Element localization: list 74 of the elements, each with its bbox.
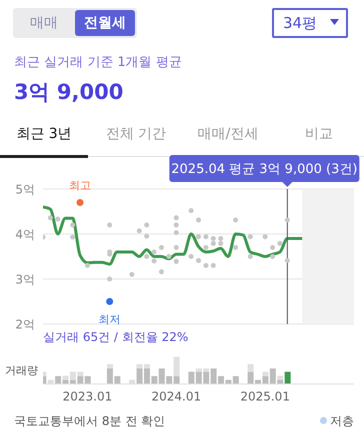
point [248, 234, 253, 240]
point [203, 245, 208, 250]
ref-line-label: 2025.04 평균 3억 9,000 (3건) [171, 162, 358, 177]
x-tick-label: 2024.01 [151, 390, 202, 404]
annotation: 최저 [98, 312, 121, 326]
chart-subtitle: 3억 9,000 [14, 79, 124, 106]
point [174, 245, 179, 250]
point [196, 218, 201, 223]
bar [262, 372, 268, 376]
point [218, 236, 224, 241]
y-tick-label: 5억 [15, 182, 35, 196]
point [158, 269, 164, 274]
point [233, 218, 238, 223]
text: 저층 [330, 413, 355, 430]
point [188, 208, 194, 214]
point [270, 254, 276, 259]
point [152, 250, 157, 254]
text: 비교 [304, 125, 334, 144]
text: 전월세 [75, 10, 135, 36]
point [233, 245, 238, 250]
y-tick-label: 2억 [15, 317, 35, 332]
point [210, 263, 216, 268]
bar [174, 356, 180, 376]
text: 매매 [29, 14, 59, 33]
y-tick-label: 4억 [15, 227, 35, 242]
annotation: 최고 [69, 179, 92, 192]
point [70, 222, 76, 228]
point [277, 240, 282, 246]
point [188, 254, 194, 259]
point [84, 263, 90, 268]
point [152, 258, 157, 264]
text: 전체 기간 [104, 125, 168, 144]
bar [106, 364, 113, 368]
point [284, 258, 290, 264]
bar [284, 372, 291, 384]
point [144, 254, 150, 259]
x-tick-label: 2025.01 [240, 390, 290, 404]
point [174, 230, 179, 236]
y-tick-label: 3억 [15, 272, 35, 286]
point [107, 276, 112, 282]
text: 실거래 65건 / 회전율 22% [43, 329, 188, 346]
point [218, 240, 224, 246]
point [203, 263, 208, 268]
point [284, 218, 290, 223]
text: 국토교통부에서 8분 전 확인 [14, 413, 166, 430]
point [174, 222, 179, 228]
point [210, 240, 216, 246]
text: 매매/전세 [196, 125, 260, 144]
point [196, 258, 201, 264]
point [129, 272, 134, 277]
point [158, 245, 164, 250]
point [248, 254, 253, 259]
point [144, 222, 150, 228]
point [107, 222, 112, 228]
point [203, 234, 208, 240]
chart-title: 최근 실거래 기준 1개월 평균 [14, 54, 182, 71]
text: 최근 3년 [15, 125, 73, 144]
point [136, 228, 142, 234]
point [166, 254, 172, 259]
bar [277, 376, 284, 380]
point [210, 236, 216, 241]
x-tick-label: 2023.01 [62, 390, 112, 404]
point [70, 234, 76, 240]
bar [248, 364, 254, 372]
point [174, 215, 179, 220]
y-axis-title: 거래량 [5, 363, 38, 378]
point [55, 216, 60, 222]
point [174, 258, 179, 264]
text: 34평 [282, 13, 318, 34]
point [48, 215, 53, 220]
point [262, 234, 268, 240]
point [196, 234, 201, 240]
point [144, 234, 150, 239]
point [270, 245, 276, 250]
